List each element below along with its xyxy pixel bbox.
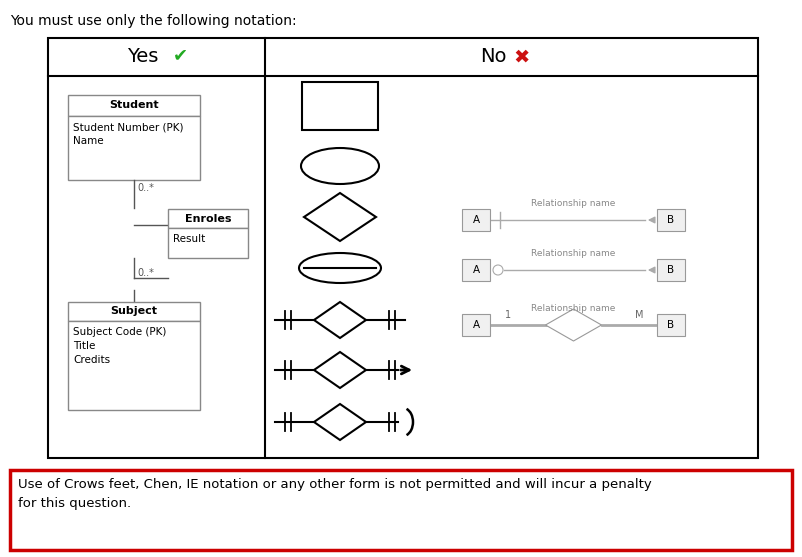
Text: Enroles: Enroles	[184, 213, 231, 223]
Text: 1: 1	[505, 310, 511, 320]
Bar	[462, 314, 490, 336]
Text: You must use only the following notation:: You must use only the following notation…	[10, 14, 297, 28]
Text: B: B	[667, 215, 674, 225]
Text: Name: Name	[73, 136, 103, 146]
Text: Student: Student	[109, 100, 159, 110]
Text: A: A	[472, 265, 480, 275]
Text: Relationship name: Relationship name	[531, 199, 616, 208]
Bar	[68, 321, 200, 410]
Polygon shape	[314, 352, 366, 388]
Text: A: A	[472, 320, 480, 330]
Bar	[68, 95, 200, 116]
Bar	[657, 259, 685, 281]
Bar	[68, 302, 200, 321]
Polygon shape	[545, 309, 602, 341]
Circle shape	[493, 265, 503, 275]
Bar	[68, 116, 200, 180]
Text: B: B	[667, 265, 674, 275]
Text: Subject Code (PK): Subject Code (PK)	[73, 327, 166, 337]
Text: M: M	[634, 310, 643, 320]
Text: Yes: Yes	[127, 47, 158, 66]
Bar	[302, 82, 378, 130]
Bar	[10, 470, 792, 550]
Text: Title: Title	[73, 341, 95, 351]
Text: B: B	[667, 320, 674, 330]
Polygon shape	[314, 302, 366, 338]
Bar	[657, 314, 685, 336]
Text: Relationship name: Relationship name	[531, 249, 616, 258]
Polygon shape	[314, 404, 366, 440]
Bar	[462, 209, 490, 231]
Bar	[168, 209, 248, 228]
Ellipse shape	[299, 253, 381, 283]
Bar	[48, 38, 758, 458]
Text: 0..*: 0..*	[137, 183, 154, 193]
Bar	[657, 209, 685, 231]
Text: Result: Result	[173, 234, 205, 244]
Text: Relationship name: Relationship name	[531, 304, 616, 313]
Text: No: No	[480, 47, 507, 66]
Bar	[462, 259, 490, 281]
Bar	[168, 228, 248, 258]
Text: A: A	[472, 215, 480, 225]
Polygon shape	[304, 193, 376, 241]
Text: ✖: ✖	[513, 47, 529, 66]
Text: Subject: Subject	[111, 306, 157, 316]
Text: 0..*: 0..*	[137, 268, 154, 278]
Text: ✔: ✔	[172, 46, 188, 64]
Text: Use of Crows feet, Chen, IE notation or any other form is not permitted and will: Use of Crows feet, Chen, IE notation or …	[18, 478, 652, 511]
Ellipse shape	[301, 148, 379, 184]
Text: Credits: Credits	[73, 355, 110, 365]
Text: Student Number (PK): Student Number (PK)	[73, 122, 184, 132]
